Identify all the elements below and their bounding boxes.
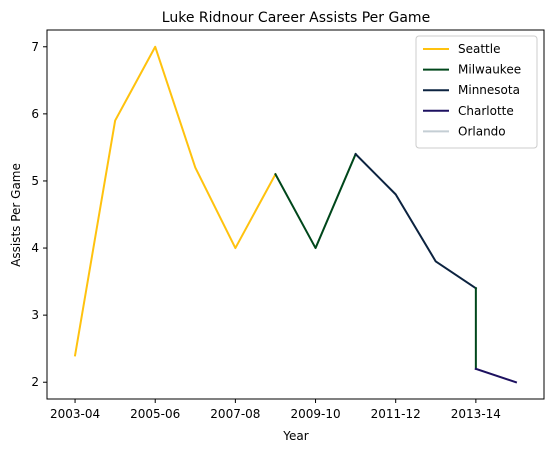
y-tick-label: 7 xyxy=(31,40,39,54)
legend-label-orlando: Orlando xyxy=(458,124,506,138)
legend-label-charlotte: Charlotte xyxy=(458,104,514,118)
legend-label-seattle: Seattle xyxy=(458,42,500,56)
series-line-charlotte-4 xyxy=(474,367,518,384)
y-tick-label: 4 xyxy=(31,241,39,255)
y-tick-label: 6 xyxy=(31,107,39,121)
y-tick-label: 3 xyxy=(31,308,39,322)
series-line-minnesota-2 xyxy=(354,152,478,290)
y-axis: 2 3 4 5 6 7 xyxy=(31,40,47,389)
x-tick-label: 2007-08 xyxy=(210,407,260,421)
legend-box xyxy=(415,35,538,149)
plot-frame xyxy=(46,29,545,400)
x-tick-label: 2005-06 xyxy=(130,407,180,421)
legend: Seattle Milwaukee Minnesota Charlotte Orland… xyxy=(415,35,538,149)
x-tick-label: 2009-10 xyxy=(290,407,340,421)
legend-label-milwaukee: Milwaukee xyxy=(458,63,521,77)
y-tick-label: 5 xyxy=(31,174,39,188)
y-tick-label: 2 xyxy=(31,375,39,389)
x-tick-label: 2011-12 xyxy=(371,407,421,421)
chart-title: Luke Ridnour Career Assists Per Game xyxy=(162,10,430,26)
series-line-milwaukee-1 xyxy=(274,152,357,250)
series-layer xyxy=(73,45,518,384)
y-axis-title: Assists Per Game xyxy=(9,163,23,267)
x-axis: 2003-04 2005-06 2007-08 2009-10 2011-12 2013-… xyxy=(50,399,501,421)
series-line-seattle-0 xyxy=(73,45,277,357)
x-tick-label: 2013-14 xyxy=(451,407,501,421)
x-axis-title: Year xyxy=(282,429,308,443)
legend-label-minnesota: Minnesota xyxy=(458,83,520,97)
x-tick-label: 2003-04 xyxy=(50,407,100,421)
